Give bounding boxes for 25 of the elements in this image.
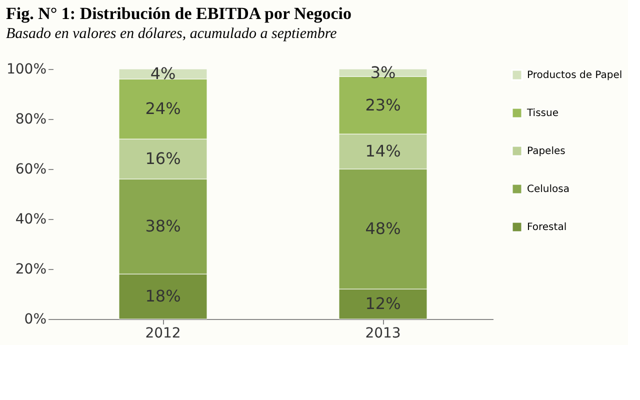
- y-tick-label: 60%: [15, 162, 46, 178]
- data-label: 3%: [370, 62, 396, 82]
- data-label: 12%: [365, 294, 401, 313]
- data-label: 38%: [145, 216, 181, 236]
- chart-title: Fig. N° 1: Distribución de EBITDA por Negocio: [6, 4, 352, 23]
- legend-label: Forestal: [527, 222, 567, 233]
- legend-label: Papeles: [527, 146, 566, 157]
- y-tick-label: 80%: [15, 112, 46, 128]
- chart-subtitle: Basado en valores en dólares, acumulado a septiembre: [6, 26, 338, 42]
- data-label: 23%: [365, 95, 401, 114]
- data-label: 24%: [145, 99, 181, 118]
- legend-label: Celulosa: [527, 184, 570, 195]
- y-tick-label: 40%: [15, 212, 46, 228]
- data-label: 16%: [145, 149, 181, 168]
- legend-label: Tissue: [526, 108, 558, 119]
- data-label: 4%: [150, 64, 176, 83]
- data-label: 48%: [365, 219, 401, 238]
- data-label: 14%: [365, 142, 401, 160]
- y-tick-label: 20%: [15, 262, 46, 278]
- y-tick-label: 100%: [6, 62, 46, 78]
- data-label: 18%: [145, 286, 181, 306]
- legend-label: Productos de Papel: [527, 70, 622, 81]
- y-tick-label: 0%: [24, 312, 46, 328]
- x-tick-label: 2012: [145, 326, 181, 342]
- x-tick-label: 2013: [365, 326, 401, 342]
